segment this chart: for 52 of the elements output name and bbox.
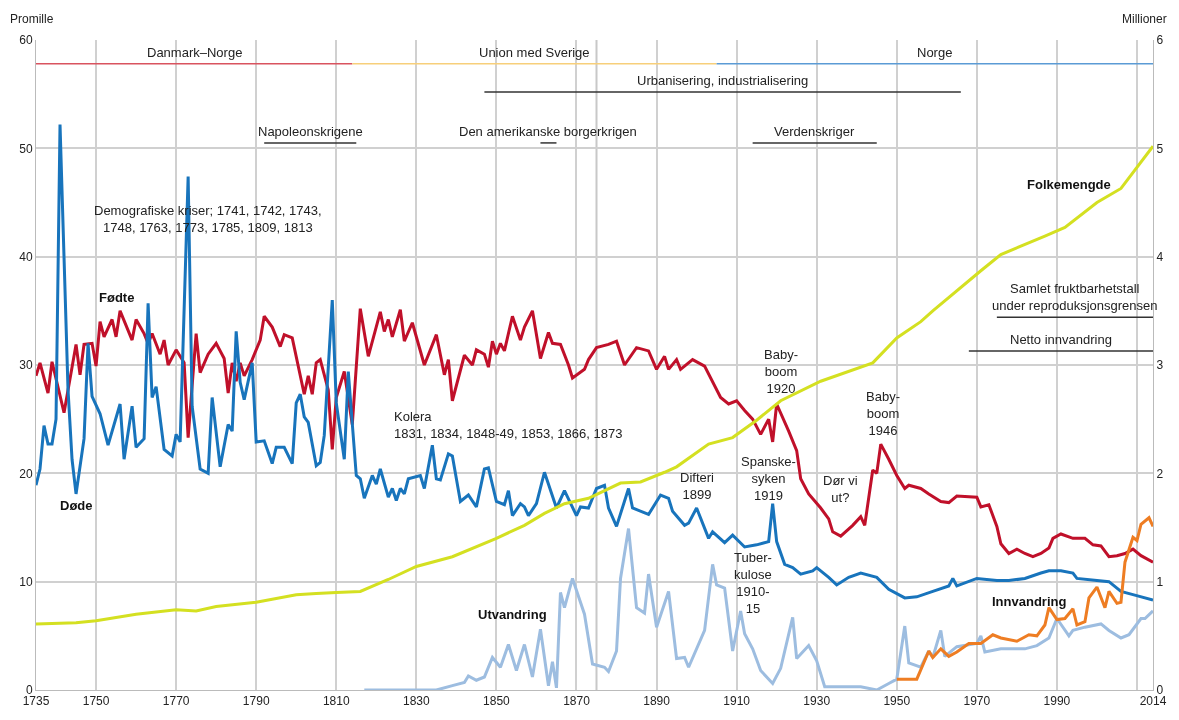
- y-tick-label: 20: [19, 466, 33, 481]
- annotation: Union med Sverige: [479, 45, 590, 60]
- y-axis-title: Promille: [10, 12, 54, 26]
- series-label: Fødte: [99, 290, 135, 305]
- x-tick-label: 1990: [1043, 694, 1071, 709]
- x-tick-label: 1890: [643, 694, 671, 709]
- y-tick-label: 60: [19, 33, 33, 48]
- annotation: Dør vi ut?: [823, 473, 858, 505]
- x-tick-label: 1735: [22, 694, 50, 709]
- x-tick-label: 1950: [883, 694, 911, 709]
- x-tick-label: 1810: [322, 694, 350, 709]
- annotation: Difteri 1899: [680, 470, 715, 502]
- y-tick-label: 30: [19, 358, 33, 373]
- series-label: Utvandring: [478, 607, 547, 622]
- series-label: Døde: [60, 498, 93, 513]
- y2-tick-label: 1: [1156, 574, 1164, 589]
- annotation: Napoleonskrigene: [258, 124, 363, 139]
- x-tick-label: 1930: [803, 694, 831, 709]
- y2-tick-label: 4: [1156, 249, 1164, 264]
- x-tick-label: 1910: [723, 694, 751, 709]
- annotation: Baby- boom 1920: [764, 347, 798, 396]
- annotation: Baby- boom 1946: [866, 389, 900, 438]
- y2-tick-label: 3: [1156, 358, 1164, 373]
- annotation: Danmark–Norge: [147, 45, 243, 60]
- line-series: [362, 527, 1153, 690]
- y-tick-label: 40: [19, 249, 33, 264]
- x-tick-label: 1870: [563, 694, 591, 709]
- series-label: Innvandring: [992, 594, 1067, 609]
- y2-tick-label: 2: [1156, 466, 1164, 481]
- y-tick-label: 50: [19, 141, 33, 156]
- annotation: Tuber- kulose 1910- 15: [734, 550, 772, 616]
- annotation: Den amerikanske borgerkrigen: [459, 124, 637, 139]
- x-tick-label: 1790: [242, 694, 270, 709]
- annotation: Spanske- syken 1919: [741, 454, 796, 503]
- x-tick-label: 1750: [82, 694, 110, 709]
- annotation: Netto innvandring: [1010, 332, 1112, 347]
- x-tick-label: 1970: [963, 694, 991, 709]
- y-tick-label: 10: [19, 574, 33, 589]
- y2-axis-title: Millioner: [1122, 12, 1167, 26]
- x-tick-label: 1770: [162, 694, 190, 709]
- annotation: Urbanisering, industrialisering: [637, 73, 809, 88]
- x-tick-label: 1850: [483, 694, 511, 709]
- line-series: [895, 516, 1153, 681]
- x-tick-label: 2014: [1139, 694, 1167, 709]
- y2-tick-label: 6: [1156, 33, 1164, 48]
- annotation: Kolera 1831, 1834, 1848-49, 1853, 1866, 1873: [394, 409, 623, 441]
- x-tick-label: 1830: [402, 694, 431, 709]
- annotation: Verdenskriger: [774, 124, 855, 139]
- annotation: Norge: [917, 45, 953, 60]
- y2-tick-label: 5: [1156, 141, 1164, 156]
- series-label: Folkemengde: [1027, 177, 1111, 192]
- annotation: Samlet fruktbarhetstall under reproduksjonsgrensen: [992, 281, 1158, 313]
